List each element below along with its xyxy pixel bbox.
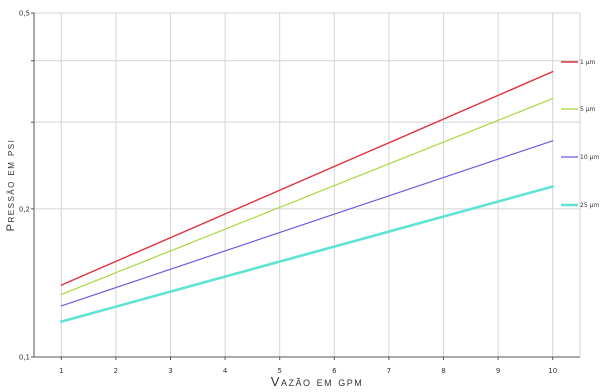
x-tick-label: 10 [548,367,557,375]
series-line [60,140,554,307]
x-axis-title: Vazão em gpm [271,374,363,389]
y-tick-labels: 0,1 0,2 0,5 [19,10,30,362]
x-tick-labels: 1 2 3 4 5 6 7 8 9 10 [59,367,557,375]
y-tick-label: 0,1 [19,354,30,362]
legend-label: 5 µm [580,106,596,113]
series-lines [59,70,555,323]
axes [31,12,580,360]
y-axis-title: Pressão em psi [5,139,17,232]
y-tick-label: 0,5 [19,10,30,18]
x-tick-label: 4 [223,367,228,375]
legend-label: 10 µm [580,154,599,161]
series-line [59,185,555,323]
x-tick-label: 6 [332,367,337,375]
y-tick-label: 0,2 [19,205,30,213]
x-tick-label: 7 [387,367,391,375]
x-tick-label: 1 [59,367,63,375]
x-tick-label: 9 [496,367,500,375]
x-tick-label: 5 [277,367,281,375]
series-line [60,97,554,296]
x-tick-label: 8 [441,367,445,375]
x-tick-label: 2 [114,367,118,375]
legend-label: 25 µm [580,202,599,209]
series-line [60,70,554,286]
legend-label: 1 µm [580,59,596,66]
legend: 1 µm 5 µm 10 µm 25 µm [561,59,599,209]
x-tick-label: 3 [168,367,172,375]
